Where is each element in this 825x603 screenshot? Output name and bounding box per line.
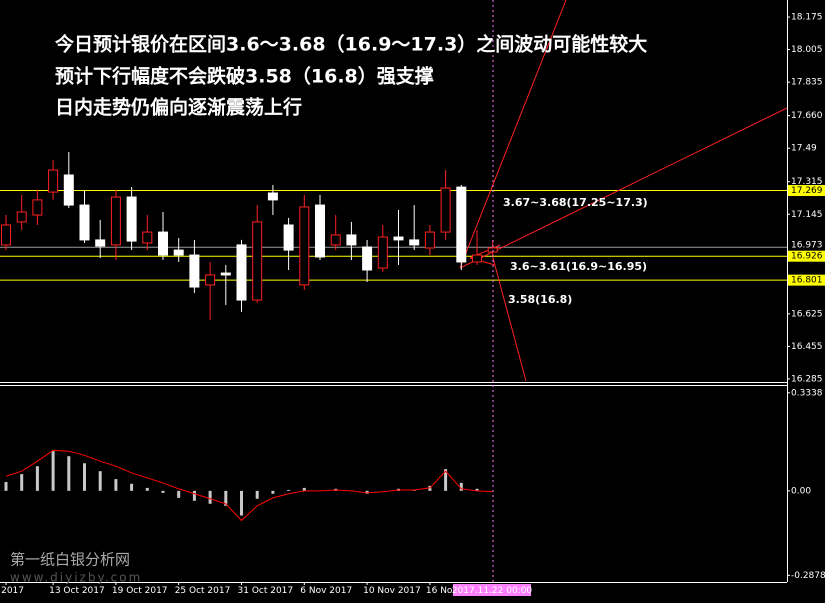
candle-body xyxy=(110,196,121,246)
candle-body xyxy=(205,274,216,286)
candle-body xyxy=(252,221,263,301)
annotation: 今日预计银价在区间3.6～3.68（16.9～17.3）之间波动可能性较大 xyxy=(54,33,647,56)
level-box xyxy=(788,185,825,197)
level-label: 16.801 xyxy=(791,276,823,286)
level-note: 3.58(16.8) xyxy=(508,293,572,306)
y-tick-label: 17.660 xyxy=(791,111,823,121)
y-tick-label: 18.005 xyxy=(791,45,823,55)
y-tick-label: -0.2878 xyxy=(791,571,825,581)
candle-body xyxy=(362,246,373,271)
x-tick-label: 25 Oct 2017 xyxy=(175,586,231,596)
candle-body xyxy=(424,231,435,249)
candle-body xyxy=(79,204,90,241)
candle-body xyxy=(346,234,357,246)
candle-body xyxy=(1,224,11,246)
candle-body xyxy=(456,186,467,263)
y-tick-label: 0.00 xyxy=(791,486,811,496)
x-tick-label: 31 Oct 2017 xyxy=(238,586,294,596)
level-note: 3.67~3.68(17.25~17.3) xyxy=(503,196,648,209)
y-tick-label: 16.625 xyxy=(791,309,823,319)
candle-body xyxy=(236,244,247,301)
candle-body xyxy=(409,239,420,246)
candle-body xyxy=(299,206,310,286)
x-tick-label: 10 Nov 2017 xyxy=(363,586,421,596)
candle-body xyxy=(377,236,388,269)
signal-line xyxy=(5,449,493,522)
x-tick-label: 2017 xyxy=(1,586,24,596)
x-tick-label: 19 Oct 2017 xyxy=(112,586,168,596)
candle-body xyxy=(393,236,404,241)
candle-body xyxy=(283,224,294,251)
crosshair-time: 2017.11.22 00:00 xyxy=(452,586,533,596)
y-tick-label: 18.175 xyxy=(791,13,823,23)
y-tick-label: 17.145 xyxy=(791,210,823,220)
y-tick-label: 17.49 xyxy=(791,144,817,154)
candle-body xyxy=(220,272,231,276)
candle-body xyxy=(126,196,137,242)
y-tick-label: 17.315 xyxy=(791,177,823,187)
trend-line xyxy=(459,107,788,269)
trend-line xyxy=(492,257,527,382)
candle-body xyxy=(440,187,451,233)
candle-body xyxy=(315,204,325,258)
trend-line xyxy=(459,0,567,269)
trend-lines xyxy=(459,0,788,382)
level-label: 17.269 xyxy=(791,186,823,196)
bid-label: 16.973 xyxy=(791,241,823,251)
candle-body xyxy=(48,169,59,193)
y-tick-label: 0.3338 xyxy=(791,388,823,398)
crosshair-time-box xyxy=(453,584,531,596)
candle-body xyxy=(142,231,153,244)
y-tick-label: 16.285 xyxy=(791,374,823,384)
candle-body xyxy=(330,234,341,246)
watermark: 第一纸白银分析网 xyxy=(10,551,130,569)
level-box xyxy=(788,274,825,286)
x-tick-label: 6 Nov 2017 xyxy=(300,586,352,596)
watermark: www.diyizby.com xyxy=(10,571,142,585)
level-box xyxy=(788,250,825,262)
candle-body xyxy=(173,249,184,256)
candle-body xyxy=(189,254,200,288)
candle-body xyxy=(63,174,74,206)
y-tick-label: 16.455 xyxy=(791,342,823,352)
candle-body xyxy=(16,211,27,223)
candle-body xyxy=(158,231,168,256)
level-note: 3.6~3.61(16.9~16.95) xyxy=(510,260,647,273)
x-tick-label: 13 Oct 2017 xyxy=(49,586,105,596)
annotation: 预计下行幅度不会跌破3.58（16.8）强支撑 xyxy=(55,65,434,88)
level-label: 16.926 xyxy=(791,252,823,262)
candle-body xyxy=(32,199,43,216)
candle-body xyxy=(267,192,278,201)
y-tick-label: 17.835 xyxy=(791,78,823,88)
candle-body xyxy=(95,239,106,247)
annotation: 日内走势仍偏向逐渐震荡上行 xyxy=(55,96,302,119)
candle-body xyxy=(472,254,482,263)
